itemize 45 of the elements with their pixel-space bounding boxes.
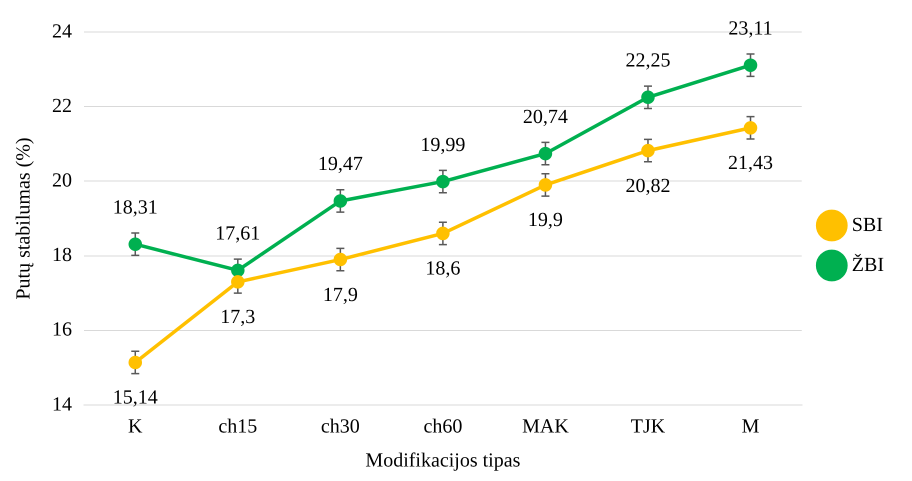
x-tick-label: M: [742, 415, 760, 438]
y-tick-label: 14: [52, 393, 72, 416]
point: [436, 226, 450, 240]
data-label: 22,25: [625, 50, 670, 72]
x-tick-label: ch30: [320, 415, 360, 438]
point: [744, 58, 758, 72]
legend-label: ŽBI: [852, 252, 884, 276]
x-tick-label: ch15: [218, 415, 258, 438]
y-tick-label: 16: [52, 318, 72, 341]
point: [231, 275, 245, 289]
point: [334, 194, 348, 208]
data-label: 20,82: [625, 174, 670, 197]
data-label: 20,74: [522, 106, 568, 128]
y-tick-label: 18: [52, 244, 72, 266]
x-tick-label: K: [128, 415, 144, 438]
point: [641, 144, 655, 158]
y-tick-label: 24: [52, 20, 72, 42]
point: [744, 121, 758, 135]
y-axis-title: Putų stabilumas (%): [12, 137, 34, 300]
point: [334, 252, 348, 266]
x-tick-label: TJK: [630, 415, 666, 438]
point: [538, 178, 552, 192]
data-label: 18,31: [112, 196, 158, 218]
x-tick-label: MAK: [522, 415, 570, 438]
point: [538, 146, 552, 160]
legend-label: SBI: [852, 214, 883, 236]
data-label: 15,14: [112, 386, 158, 409]
x-tick-label: ch60: [423, 415, 462, 438]
y-tick-label: 22: [52, 94, 72, 117]
data-label: 17,3: [220, 306, 256, 328]
point: [641, 90, 655, 104]
data-label: 17,61: [215, 222, 260, 245]
data-label: 21,43: [728, 152, 774, 174]
data-label: 18,6: [425, 258, 460, 280]
point: [128, 237, 142, 251]
data-label: 19,99: [420, 134, 466, 156]
data-label: 19,9: [528, 209, 563, 232]
x-axis-title: Modifikacijos tipas: [365, 449, 521, 472]
data-label: 17,9: [322, 284, 358, 306]
data-label: 19,47: [318, 153, 363, 176]
y-tick-label: 20: [52, 169, 72, 192]
data-label: 23,11: [728, 17, 773, 40]
point: [436, 174, 450, 188]
point: [128, 356, 142, 370]
point: [231, 264, 245, 278]
